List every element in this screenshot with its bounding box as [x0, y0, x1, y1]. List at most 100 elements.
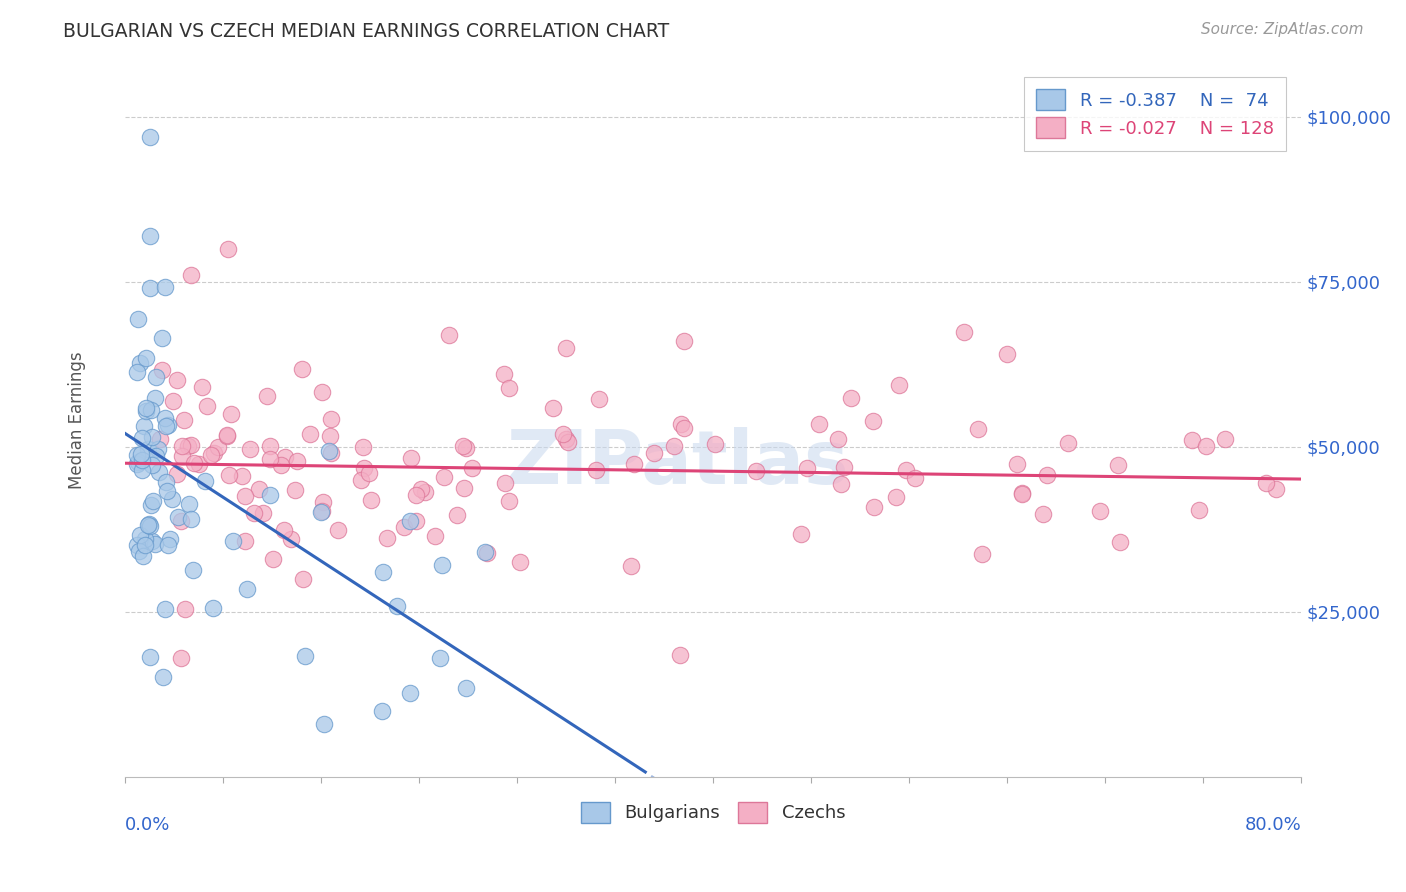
Point	[411, 482, 433, 496]
Point	[134, 418, 156, 433]
Point	[127, 311, 149, 326]
Point	[498, 381, 520, 395]
Point	[319, 411, 342, 425]
Point	[620, 559, 643, 574]
Point	[146, 442, 169, 456]
Point	[498, 494, 520, 508]
Point	[132, 549, 155, 563]
Point	[131, 431, 153, 445]
Point	[375, 531, 398, 545]
Point	[273, 523, 295, 537]
Point	[207, 440, 229, 454]
Point	[217, 242, 239, 256]
Point	[141, 458, 163, 472]
Point	[180, 512, 202, 526]
Point	[139, 403, 162, 417]
Point	[509, 555, 531, 569]
Point	[149, 432, 172, 446]
Point	[405, 488, 427, 502]
Point	[1056, 435, 1078, 450]
Point	[1195, 439, 1218, 453]
Point	[247, 483, 270, 497]
Point	[256, 389, 278, 403]
Point	[138, 442, 160, 456]
Point	[884, 490, 907, 504]
Point	[643, 446, 665, 460]
Point	[494, 475, 516, 490]
Point	[183, 456, 205, 470]
Point	[360, 492, 382, 507]
Point	[319, 446, 342, 460]
Point	[141, 534, 163, 549]
Point	[1254, 475, 1277, 490]
Point	[311, 504, 333, 518]
Point	[262, 551, 284, 566]
Point	[239, 442, 262, 457]
Point	[174, 602, 197, 616]
Point	[1011, 486, 1033, 500]
Point	[326, 523, 349, 537]
Point	[139, 228, 162, 243]
Point	[1005, 457, 1028, 471]
Point	[170, 650, 193, 665]
Point	[456, 441, 478, 455]
Point	[200, 449, 222, 463]
Point	[555, 432, 578, 446]
Point	[188, 457, 211, 471]
Point	[139, 129, 162, 144]
Point	[413, 485, 436, 500]
Point	[138, 516, 160, 531]
Point	[664, 439, 686, 453]
Point	[218, 468, 240, 483]
Point	[177, 439, 200, 453]
Point	[127, 455, 149, 469]
Point	[235, 533, 257, 548]
Point	[832, 460, 855, 475]
Text: ZIPatlas: ZIPatlas	[506, 426, 849, 500]
Point	[309, 505, 332, 519]
Point	[127, 457, 149, 471]
Point	[401, 451, 423, 466]
Point	[162, 394, 184, 409]
Point	[233, 489, 256, 503]
Point	[1107, 458, 1129, 472]
Point	[128, 544, 150, 558]
Point	[173, 413, 195, 427]
Point	[889, 378, 911, 392]
Point	[136, 518, 159, 533]
Point	[166, 510, 188, 524]
Point	[475, 546, 498, 560]
Point	[294, 648, 316, 663]
Point	[995, 347, 1018, 361]
Point	[557, 434, 579, 449]
Point	[312, 716, 335, 731]
Point	[129, 447, 152, 461]
Point	[703, 437, 725, 451]
Point	[392, 520, 415, 534]
Point	[179, 497, 201, 511]
Point	[429, 651, 451, 665]
Point	[145, 370, 167, 384]
Point	[359, 466, 381, 480]
Point	[830, 476, 852, 491]
Point	[1036, 468, 1059, 483]
Point	[134, 533, 156, 547]
Point	[952, 326, 974, 340]
Point	[669, 417, 692, 431]
Point	[862, 414, 884, 428]
Point	[166, 467, 188, 482]
Point	[371, 704, 394, 718]
Point	[298, 427, 321, 442]
Point	[1108, 535, 1130, 549]
Point	[541, 401, 564, 415]
Point	[285, 454, 308, 468]
Point	[461, 461, 484, 475]
Point	[231, 469, 253, 483]
Point	[353, 461, 375, 475]
Text: Source: ZipAtlas.com: Source: ZipAtlas.com	[1201, 22, 1364, 37]
Point	[170, 514, 193, 528]
Point	[1032, 507, 1054, 521]
Point	[259, 451, 281, 466]
Point	[672, 334, 695, 348]
Point	[453, 481, 475, 495]
